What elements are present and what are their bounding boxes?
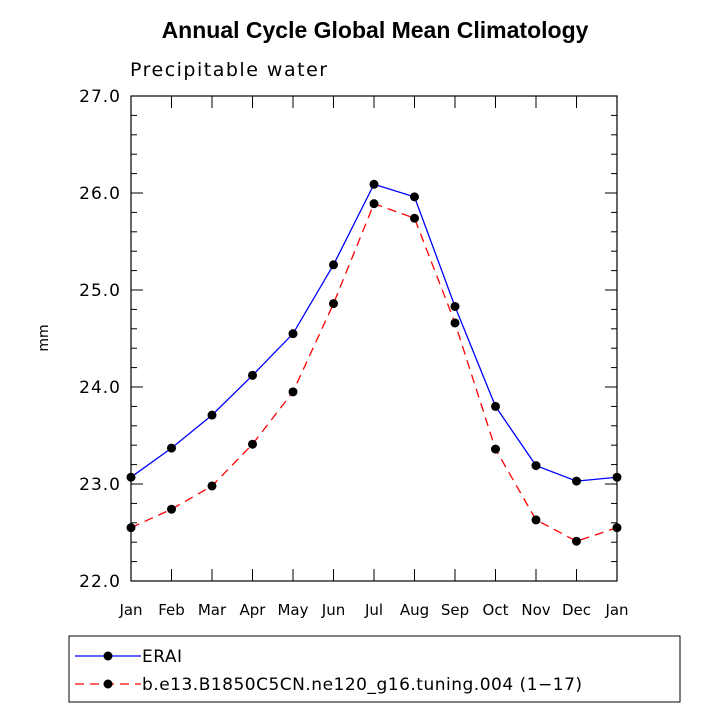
x-tick-label: Mar (198, 601, 227, 619)
y-axis-label: mm (36, 324, 52, 351)
plot-frame (130, 95, 618, 582)
series-1-point (531, 515, 541, 525)
series-0-point (450, 301, 460, 311)
series-0-point (612, 472, 622, 482)
x-tick-label: Feb (158, 601, 185, 619)
series-line-0 (130, 183, 618, 482)
x-tick-label: Jul (364, 601, 383, 619)
series-0-point (572, 476, 581, 486)
y-tick-label: 22.0 (79, 572, 121, 592)
y-tick-label: 23.0 (79, 475, 121, 495)
series-0-point (288, 329, 298, 339)
x-tick-label: Jan (604, 601, 628, 619)
series-1-point (167, 504, 176, 514)
chart-title: Annual Cycle Global Mean Climatology (162, 17, 589, 43)
x-tick-label: Jun (321, 601, 345, 619)
series-1-point (369, 199, 379, 209)
series-1-point (612, 523, 622, 533)
x-tick-label: Sep (441, 601, 469, 619)
x-tick-label: May (277, 601, 308, 619)
legend-label-model: b.e13.B1850C5CN.ne120_g16.tuning.004 (1−… (142, 675, 583, 695)
y-tick-label: 25.0 (79, 281, 121, 301)
minor-ticks (131, 114, 617, 563)
series-1-point (491, 444, 500, 454)
legend-marker-erai (103, 651, 113, 661)
y-tick-labels: 22.0 23.0 24.0 25.0 26.0 27.0 (79, 87, 121, 592)
y-tick-label: 24.0 (79, 378, 121, 398)
series-0-point (126, 472, 136, 482)
x-tick-label: Jan (118, 601, 142, 619)
legend: ERAI b.e13.B1850C5CN.ne120_g16.tuning.00… (68, 635, 681, 703)
major-ticks (130, 95, 618, 582)
series-1-point (248, 439, 257, 449)
series-0-point (531, 461, 541, 471)
y-tick-label: 26.0 (79, 184, 121, 204)
series-0-point (248, 370, 257, 380)
series-0-point (410, 192, 419, 202)
x-tick-label: Nov (521, 601, 550, 619)
x-tick-labels: Jan Feb Mar Apr May Jun Jul Aug Sep Oct Nov Dec Jan (118, 601, 628, 619)
y-tick-label: 27.0 (79, 87, 121, 107)
x-tick-label: Apr (240, 601, 267, 619)
legend-marker-model (103, 679, 113, 689)
x-tick-label: Aug (400, 601, 429, 619)
x-tick-label: Dec (562, 601, 591, 619)
series-0-point (207, 410, 217, 420)
series-1-point (572, 536, 581, 546)
series-1-point (207, 481, 217, 491)
x-tick-label: Oct (483, 601, 509, 619)
legend-label-erai: ERAI (142, 647, 183, 667)
series-layer (126, 179, 622, 546)
series-1-point (126, 523, 136, 533)
series-1-point (329, 299, 338, 309)
series-0-point (369, 179, 379, 189)
series-0-point (329, 260, 338, 270)
series-1-point (410, 213, 419, 223)
series-line-1 (130, 202, 618, 542)
series-1-point (288, 387, 298, 397)
legend-box (68, 635, 681, 703)
series-0-point (491, 401, 500, 411)
series-1-point (450, 318, 460, 328)
chart-subtitle: Precipitable water (130, 59, 329, 81)
series-0-point (167, 443, 176, 453)
